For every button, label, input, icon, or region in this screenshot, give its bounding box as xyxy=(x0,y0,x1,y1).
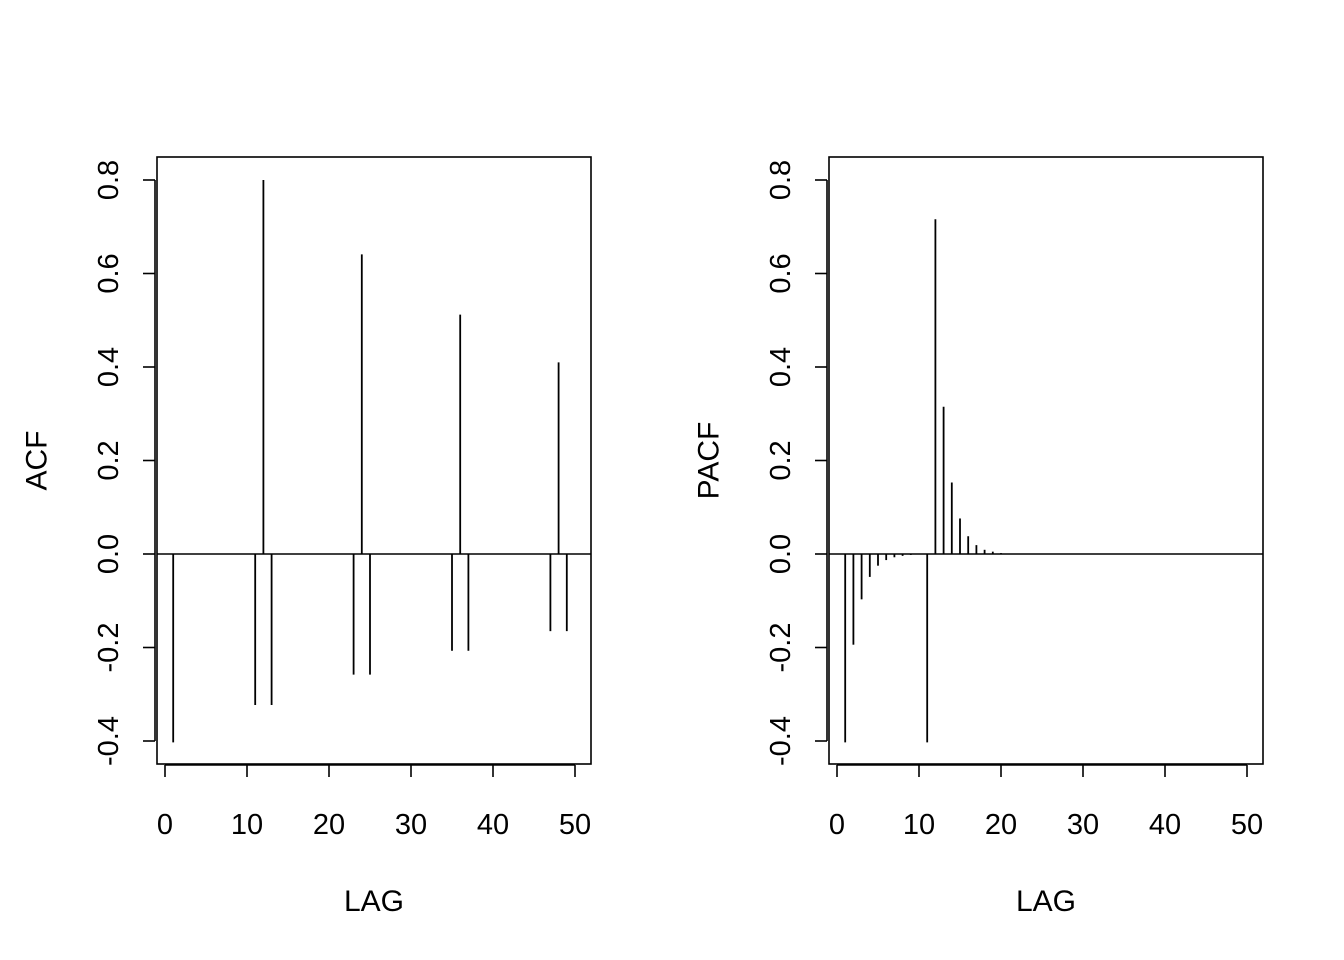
pacf-y-tick-label: 0.2 xyxy=(765,440,797,480)
pacf-y-tick-label: 0.8 xyxy=(765,160,797,200)
pacf-spikes xyxy=(844,219,1002,743)
acf-y-axis: -0.4 -0.2 0.0 0.2 0.4 0.6 0.8 xyxy=(93,160,156,766)
pacf-y-axis: -0.4 -0.2 0.0 0.2 0.4 0.6 0.8 xyxy=(765,160,828,766)
pacf-x-tick-label: 0 xyxy=(829,809,845,841)
acf-y-axis-label: ACF xyxy=(21,431,54,491)
acf-x-tick-label: 30 xyxy=(395,809,427,841)
acf-y-tick-label: 0.8 xyxy=(93,160,125,200)
pacf-y-tick-label: -0.4 xyxy=(765,716,797,766)
acf-x-axis-label: LAG xyxy=(344,885,404,918)
acf-y-tick-label: 0.2 xyxy=(93,440,125,480)
acf-x-tick-label: 50 xyxy=(559,809,591,841)
acf-x-tick-label: 0 xyxy=(157,809,173,841)
pacf-x-tick-label: 50 xyxy=(1231,809,1263,841)
acf-y-tick-label: 0.0 xyxy=(93,534,125,574)
acf-y-tick-label: -0.2 xyxy=(93,623,125,673)
pacf-y-axis-label: PACF xyxy=(693,422,726,500)
acf-x-axis: 0 10 20 30 40 50 xyxy=(157,764,591,841)
acf-y-tick-label: -0.4 xyxy=(93,716,125,766)
acf-y-tick-label: 0.4 xyxy=(93,347,125,387)
acf-plot-frame xyxy=(156,156,592,765)
pacf-y-tick-label: -0.2 xyxy=(765,623,797,673)
acf-x-tick-label: 40 xyxy=(477,809,509,841)
acf-panel: -0.4-0.20.00.20.40.60.8 0 10 20 30 40 50 LAG … xyxy=(21,156,592,918)
pacf-x-tick-label: 10 xyxy=(903,809,935,841)
pacf-y-tick-label: 0.4 xyxy=(765,347,797,387)
pacf-y-tick-label: 0.0 xyxy=(765,534,797,574)
acf-y-tick-label: 0.6 xyxy=(93,253,125,293)
pacf-plot-frame xyxy=(828,156,1264,765)
pacf-x-tick-label: 20 xyxy=(985,809,1017,841)
pacf-x-axis-label: LAG xyxy=(1016,885,1076,918)
pacf-y-tick-label: 0.6 xyxy=(765,253,797,293)
acf-x-tick-label: 10 xyxy=(231,809,263,841)
acf-spikes xyxy=(172,180,568,743)
pacf-panel: -0.4-0.20.00.20.40.60.8 0 10 20 30 40 50 LAG … xyxy=(693,156,1264,918)
pacf-x-axis: 0 10 20 30 40 50 xyxy=(829,764,1263,841)
pacf-x-tick-label: 30 xyxy=(1067,809,1099,841)
pacf-x-tick-label: 40 xyxy=(1149,809,1181,841)
acf-x-tick-label: 20 xyxy=(313,809,345,841)
